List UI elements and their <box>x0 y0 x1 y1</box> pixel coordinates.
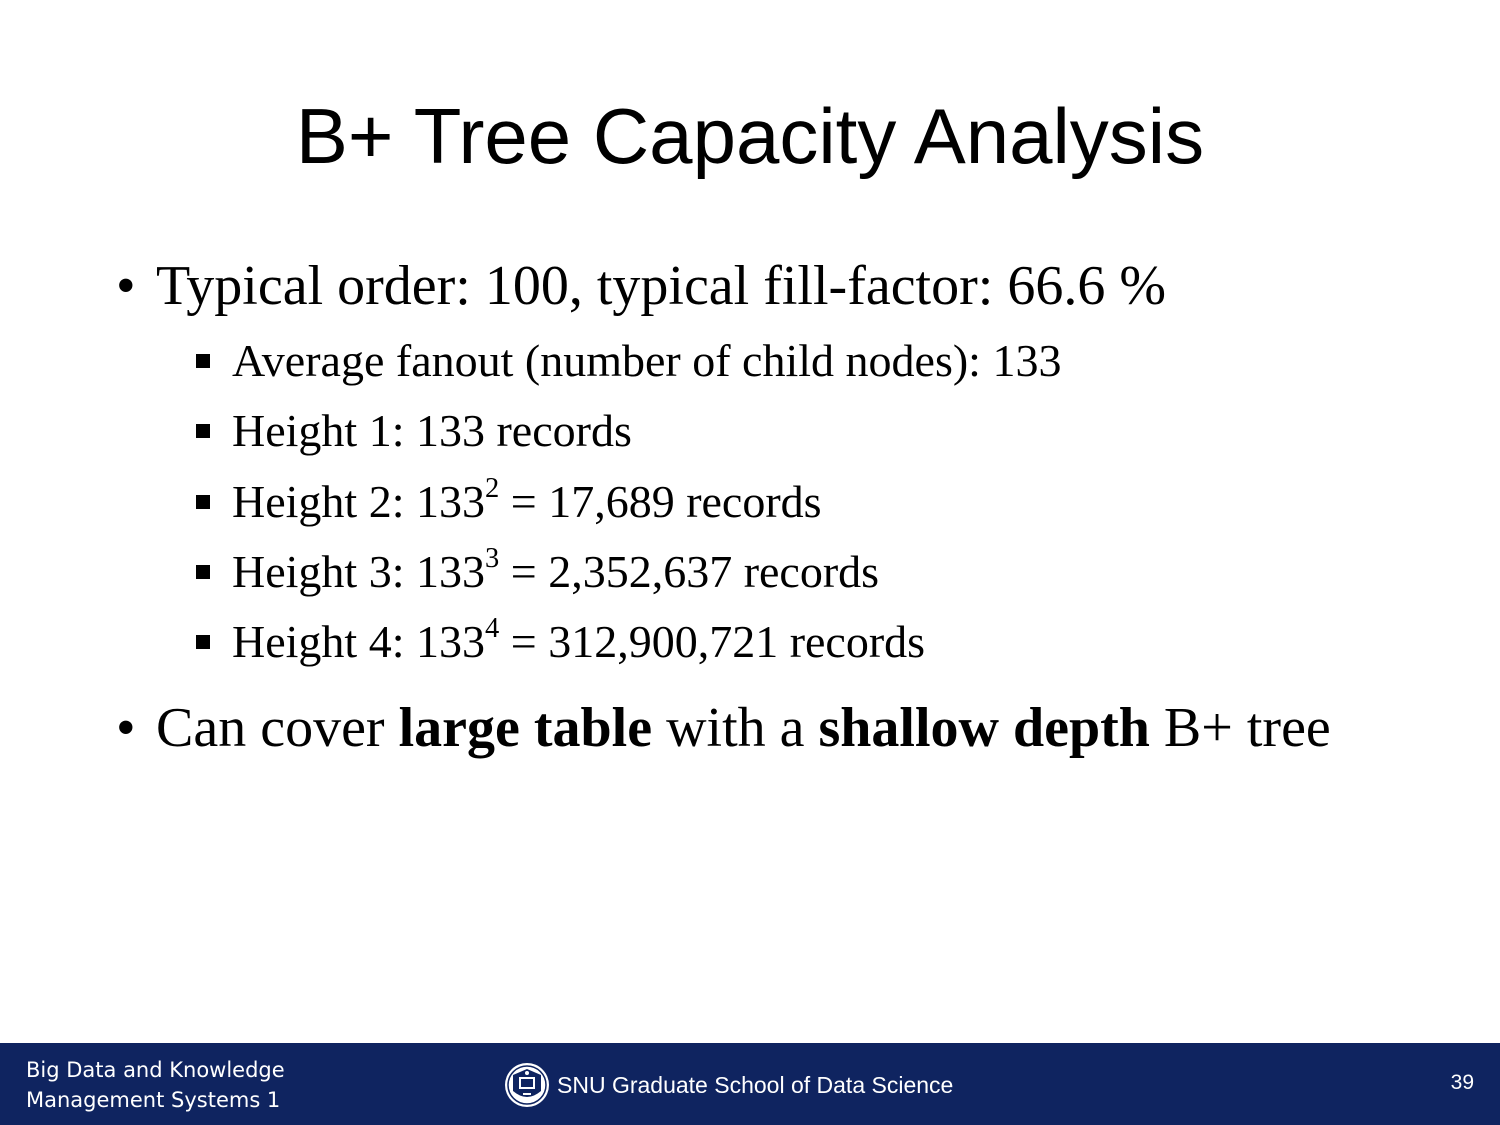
course-name-line-1: Big Data and Knowledge <box>26 1058 285 1082</box>
text-segment: Can cover <box>156 697 399 759</box>
subbullet-text: Height 2: 1332 = 17,689 records <box>232 474 822 527</box>
page-number: 39 <box>1450 1071 1474 1094</box>
bullet-marker: • <box>116 255 136 317</box>
height-label: Height 2: 133 <box>232 476 485 527</box>
bullet-text: Typical order: 100, typical fill-factor:… <box>156 255 1166 317</box>
height-label: Height 4: 133 <box>232 616 485 667</box>
bullet-text: Can cover large table with a shallow dep… <box>156 698 1331 758</box>
footer-bar: Big Data and Knowledge Management System… <box>0 1043 1500 1125</box>
subbullet-text: Height 3: 1333 = 2,352,637 records <box>232 544 880 597</box>
emphasis-shallow-depth: shallow depth <box>818 697 1150 759</box>
school-name: SNU Graduate School of Data Science <box>557 1071 954 1098</box>
slide-title: B+ Tree Capacity Analysis <box>295 92 1205 180</box>
course-name-line-2: Management Systems 1 <box>26 1088 281 1112</box>
exponent: 4 <box>484 613 500 645</box>
subbullet-text: Height 1: 133 records <box>232 405 632 456</box>
text-segment: B+ tree <box>1149 697 1331 759</box>
school-branding: SNU Graduate School of Data Science <box>503 1061 953 1109</box>
exponent: 3 <box>484 543 500 575</box>
emphasis-large-table: large table <box>398 697 653 759</box>
height-label: Height 3: 133 <box>232 546 485 597</box>
square-bullet-icon <box>196 354 210 368</box>
subbullet-text: Average fanout (number of child nodes): … <box>232 335 1062 386</box>
record-count: = 17,689 records <box>499 476 822 527</box>
snu-seal-icon <box>505 1063 549 1107</box>
square-bullet-icon <box>196 635 210 649</box>
text-segment: with a <box>652 697 819 759</box>
square-bullet-icon <box>196 424 210 438</box>
bullet-marker: • <box>116 697 136 759</box>
record-count: = 312,900,721 records <box>499 616 926 667</box>
square-bullet-icon <box>196 495 210 509</box>
course-name: Big Data and Knowledge Management System… <box>26 1055 285 1115</box>
exponent: 2 <box>484 473 500 505</box>
square-bullet-icon <box>196 565 210 579</box>
record-count: = 2,352,637 records <box>499 546 880 597</box>
subbullet-text: Height 4: 1334 = 312,900,721 records <box>232 614 926 667</box>
